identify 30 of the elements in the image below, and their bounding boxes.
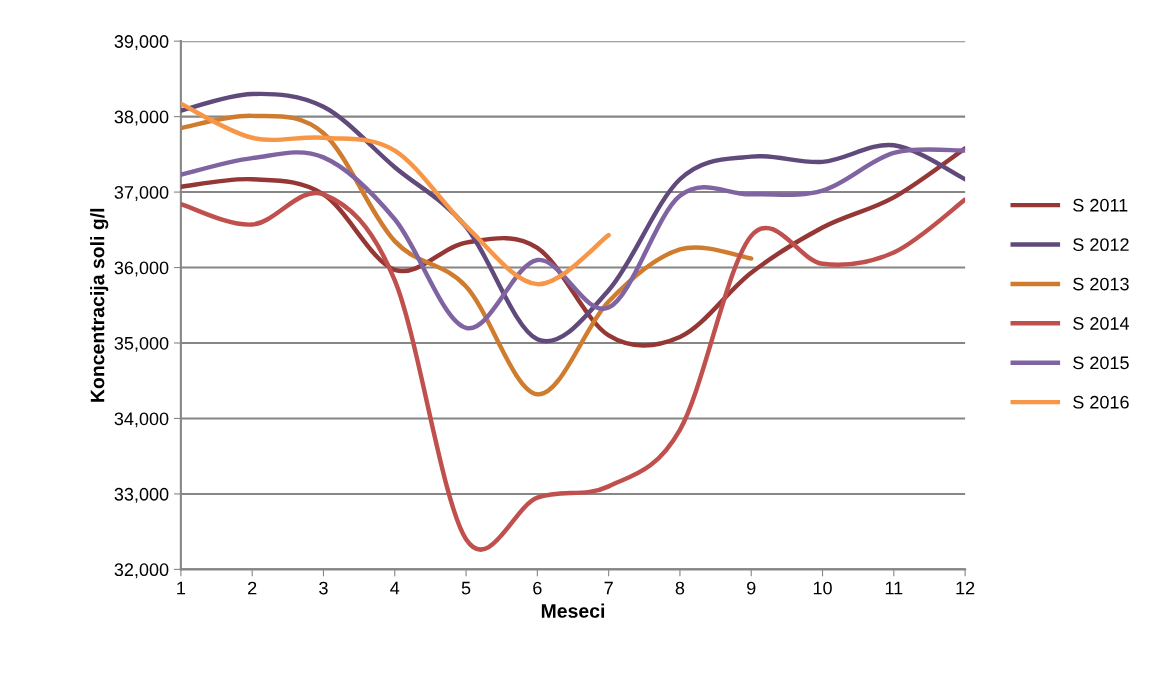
x-tick-label: 9 [747,581,756,595]
x-tick-label: 6 [533,581,542,595]
x-tick-label: 5 [461,581,471,595]
y-tick-label: 34,000 [114,412,169,428]
x-tick-label: 8 [675,581,685,595]
legend-label: S 2014 [1073,317,1130,330]
y-tick-label: 35,000 [114,336,169,352]
x-tick-label: 10 [813,581,832,595]
x-tick-label: 1 [177,581,186,595]
y-tick-label: 32,000 [114,563,169,579]
y-axis-title: Koncentracija soli g/l [90,208,109,402]
x-tick-label: 7 [604,581,613,595]
line-series [180,113,754,397]
y-tick-label: 33,000 [114,487,169,503]
y-tick-label: 36,000 [114,261,169,277]
x-tick-label: 11 [885,581,903,595]
x-tick-label: 12 [956,581,975,595]
y-tick-label: 38,000 [114,110,169,126]
line-series [180,101,611,287]
x-tick-label: 2 [248,581,257,595]
legend-label: S 2012 [1073,238,1129,252]
x-axis-title: Meseci [541,603,605,618]
legend-label: S 2016 [1073,395,1129,409]
y-tick-label: 37,000 [114,186,169,201]
legend-label: S 2011 [1073,198,1128,212]
legend-label: S 2013 [1073,277,1129,291]
legend-label: S 2015 [1073,356,1129,370]
x-tick-label: 3 [319,581,328,595]
x-tick-label: 4 [390,581,400,595]
y-tick-label: 39,000 [114,35,169,51]
